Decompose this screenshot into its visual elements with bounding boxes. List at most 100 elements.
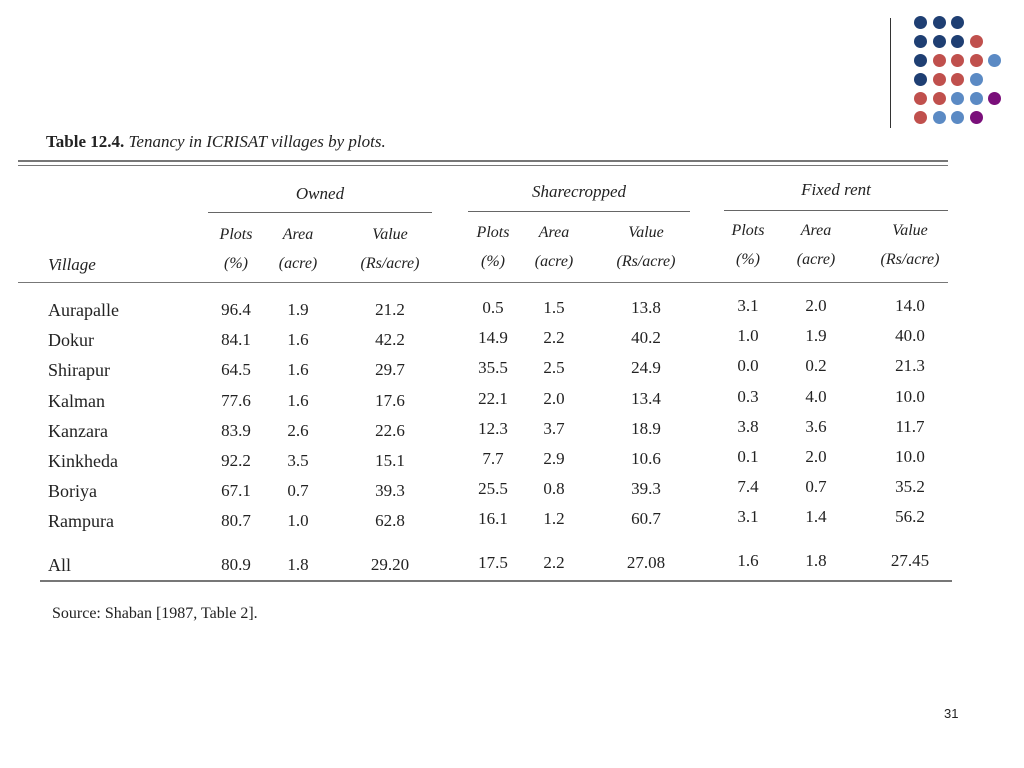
- table-cell: 1.8: [805, 551, 827, 570]
- group-rule: [468, 211, 690, 212]
- top-rule-2: [18, 165, 948, 166]
- table-cell: 64.5: [221, 360, 251, 380]
- table-cell: 1.4: [805, 507, 827, 527]
- decorative-dot: [951, 54, 964, 67]
- table-cell: 3.1: [737, 296, 759, 315]
- table-cell: 29.20: [370, 555, 410, 574]
- column-header: Value: [628, 224, 664, 241]
- table-cell: 1.9: [805, 326, 827, 346]
- table-cell: 3.7: [543, 418, 565, 438]
- column-header: Area: [282, 226, 314, 243]
- table-cell: 7.4: [737, 477, 759, 497]
- table-cell: 2.5: [543, 358, 565, 378]
- group-header: Owned: [295, 184, 345, 203]
- table-cell: 2.0: [805, 296, 827, 315]
- table-cell: 2.0: [543, 388, 565, 408]
- village-name: Dokur: [48, 330, 94, 351]
- table-cell: 60.7: [631, 509, 661, 529]
- column-header: Value: [372, 226, 408, 243]
- group-header: Sharecropped: [531, 182, 627, 201]
- table-cell: 35.5: [478, 358, 508, 378]
- table-cell: 0.3: [737, 386, 759, 406]
- table-cell: 1.8: [287, 555, 309, 574]
- decorative-dot: [951, 111, 964, 124]
- group-header: Fixed rent: [801, 180, 871, 199]
- table-cell: 80.9: [221, 555, 251, 574]
- column-header: Plots: [731, 222, 765, 239]
- table-cell: 17.5: [478, 553, 508, 572]
- table-source: Source: Shaban [1987, Table 2].: [52, 605, 258, 622]
- table-cell: 1.6: [287, 330, 309, 350]
- decorative-dot: [969, 54, 983, 67]
- decorative-dot: [932, 111, 946, 124]
- column-header: Plots: [219, 226, 253, 243]
- table-cell: 4.0: [805, 386, 827, 406]
- table-cell: 21.3: [895, 356, 925, 376]
- table-cell: 22.1: [478, 388, 508, 408]
- table-title: Table 12.4. Tenancy in ICRISAT villages …: [46, 132, 386, 152]
- table-cell: 3.6: [805, 416, 827, 436]
- table-cell: 7.7: [482, 449, 504, 468]
- table-cell: 18.9: [631, 418, 661, 438]
- table-cell: 1.0: [737, 326, 759, 346]
- bottom-rule: [40, 580, 952, 582]
- table-cell: 1.6: [287, 360, 309, 380]
- table-cell: 0.7: [287, 481, 309, 501]
- village-name: All: [48, 555, 72, 575]
- table-cell: 10.0: [895, 386, 925, 406]
- village-name: Rampura: [48, 511, 114, 532]
- table-cell: 16.1: [478, 509, 508, 529]
- table-caption: Tenancy in ICRISAT villages by plots.: [128, 132, 386, 151]
- table-cell: 1.0: [287, 511, 309, 531]
- village-name: Kanzara: [48, 420, 108, 441]
- village-name: Shirapur: [48, 360, 110, 381]
- column-header-unit: (acre): [278, 255, 318, 272]
- decorative-dot: [914, 16, 927, 29]
- column-header-village: Village: [48, 255, 96, 274]
- column-header: Value: [892, 222, 928, 239]
- table-cell: 77.6: [221, 390, 251, 410]
- table-cell: 25.5: [478, 479, 508, 499]
- village-name: Kalman: [48, 390, 105, 411]
- table-cell: 0.7: [805, 477, 827, 497]
- table-cell: 29.7: [375, 360, 405, 380]
- table-cell: 62.8: [375, 511, 405, 531]
- column-header-unit: (%): [736, 251, 760, 268]
- table-number: Table 12.4.: [46, 132, 125, 151]
- decorative-dot: [951, 92, 964, 105]
- table-cell: 3.1: [737, 507, 759, 527]
- decorative-dot: [969, 111, 983, 124]
- page-number: 31: [944, 706, 959, 721]
- group-rule: [724, 210, 948, 211]
- table-cell: 12.3: [478, 418, 508, 438]
- decorative-dot: [969, 92, 983, 105]
- decorative-dot: [932, 16, 946, 29]
- table-cell: 2.0: [805, 447, 827, 466]
- table-cell: 39.3: [631, 479, 661, 499]
- decorative-dot: [969, 35, 983, 48]
- decorative-dot: [932, 92, 946, 105]
- table-cell: 92.2: [221, 451, 251, 470]
- table-cell: 1.2: [543, 509, 565, 529]
- decorative-dot: [932, 54, 946, 67]
- column-header-unit: (acre): [534, 253, 574, 270]
- table-cell: 17.6: [375, 390, 405, 410]
- column-header-unit: (%): [224, 255, 248, 272]
- column-header: Area: [538, 224, 570, 241]
- table-cell: 14.9: [478, 328, 508, 348]
- table-cell: 10.0: [895, 447, 925, 466]
- table-cell: 27.45: [890, 551, 930, 570]
- column-header: Area: [800, 222, 832, 239]
- decorative-dot: [951, 16, 964, 29]
- table-cell: 13.8: [631, 298, 661, 317]
- table-cell: 80.7: [221, 511, 251, 531]
- table-cell: 3.8: [737, 416, 759, 436]
- table-cell: 67.1: [221, 481, 251, 501]
- decorative-dot: [914, 111, 927, 124]
- village-name: Boriya: [48, 481, 97, 502]
- decorative-dot: [951, 73, 964, 86]
- table-cell: 42.2: [375, 330, 405, 350]
- table-cell: 0.1: [737, 447, 759, 466]
- column-header-unit: (Rs/acre): [880, 251, 940, 268]
- table-cell: 3.5: [287, 451, 309, 470]
